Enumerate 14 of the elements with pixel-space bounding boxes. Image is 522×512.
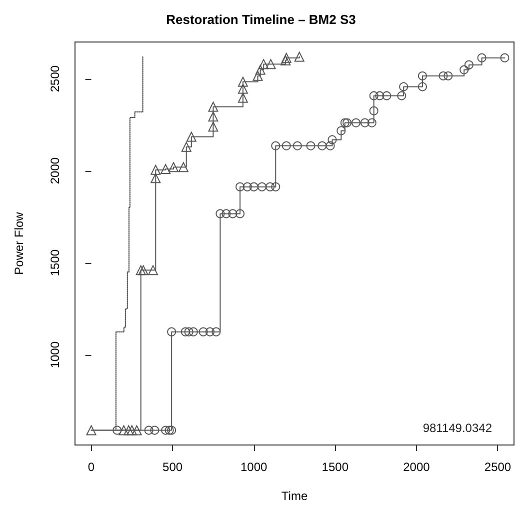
x-tick-label: 0 xyxy=(88,460,95,474)
x-tick-label: 500 xyxy=(162,460,183,474)
x-axis-title: Time xyxy=(281,489,308,503)
y-tick-label: 1000 xyxy=(48,341,62,368)
y-axis-title: Power Flow xyxy=(12,212,26,275)
y-tick-label: 2500 xyxy=(48,65,62,92)
chart-title: Restoration Timeline – BM2 S3 xyxy=(166,12,356,27)
x-tick-label: 1500 xyxy=(322,460,349,474)
x-tick-label: 2500 xyxy=(484,460,512,474)
x-tick-label: 1000 xyxy=(240,460,268,474)
y-tick-label: 1500 xyxy=(48,249,62,276)
y-tick-label: 2000 xyxy=(48,157,62,184)
x-tick-label: 2000 xyxy=(403,460,430,474)
annotation: 981149.0342 xyxy=(422,421,492,435)
